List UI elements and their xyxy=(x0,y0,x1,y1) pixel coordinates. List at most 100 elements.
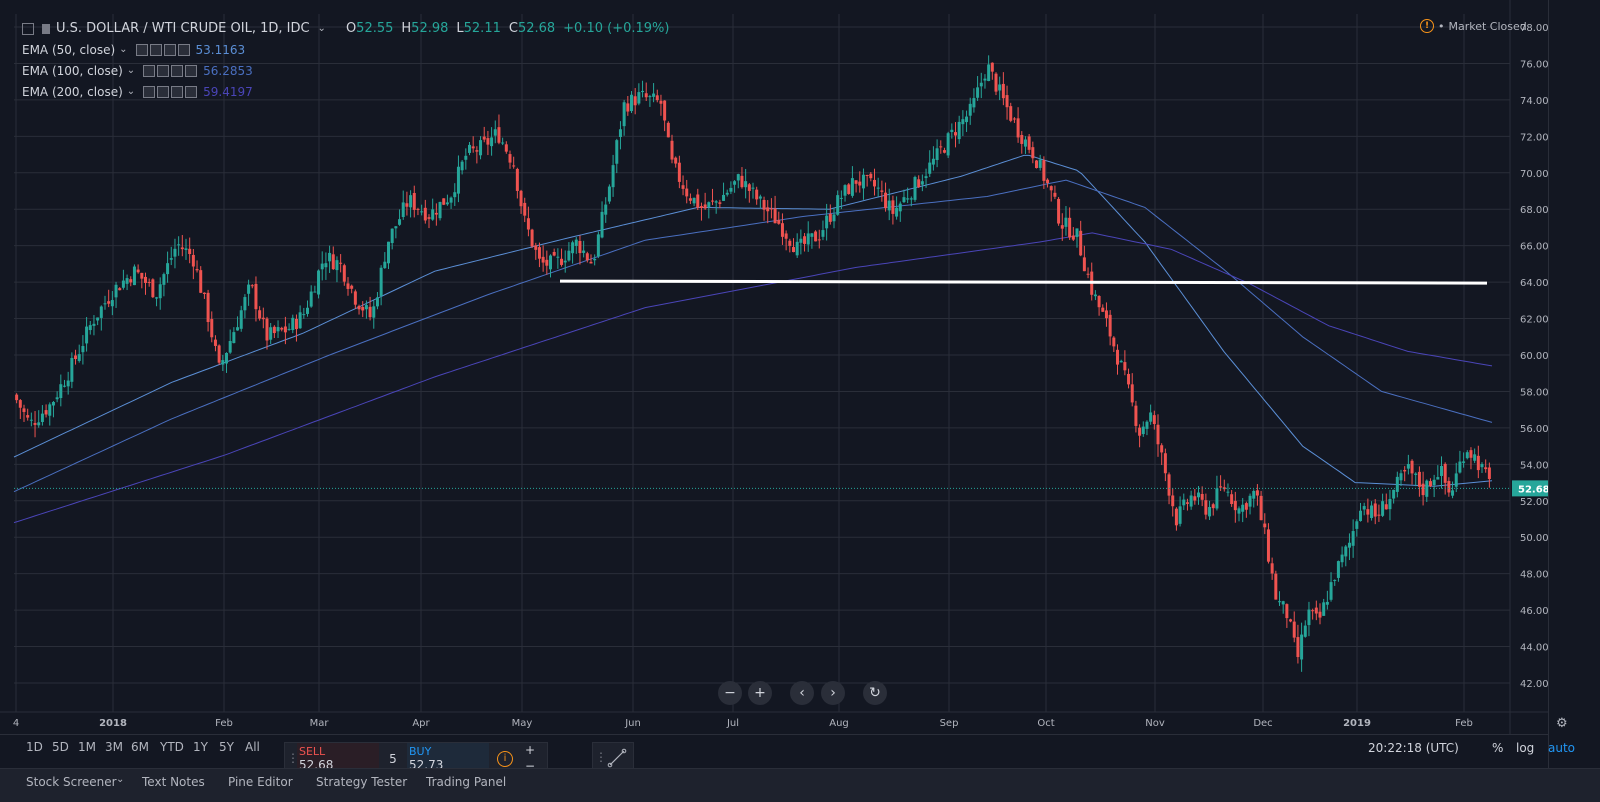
tab-strategy-tester[interactable]: Strategy Tester xyxy=(316,775,408,789)
tab-trading-panel[interactable]: Trading Panel xyxy=(426,775,507,789)
candle-body xyxy=(103,303,107,305)
ohlc-high: 52.98 xyxy=(411,21,449,36)
more-icon[interactable] xyxy=(171,64,184,77)
close-icon[interactable] xyxy=(177,43,190,56)
candle-body xyxy=(1163,453,1167,474)
timeframe-5d[interactable]: 5D xyxy=(52,740,69,754)
candle-body xyxy=(188,248,192,255)
candle-body xyxy=(766,207,770,212)
candle-body xyxy=(1436,477,1440,480)
visibility-icon[interactable] xyxy=(135,43,148,56)
candle-body xyxy=(1104,310,1108,319)
minus-icon[interactable]: − xyxy=(525,759,536,773)
candle-body xyxy=(1278,601,1282,603)
candle-body xyxy=(629,94,633,112)
symbol-row[interactable]: U.S. DOLLAR / WTI CRUDE OIL, 1D, IDC ⌄ O… xyxy=(22,18,669,39)
symbol-title[interactable]: U.S. DOLLAR / WTI CRUDE OIL, 1D, IDC xyxy=(56,21,310,36)
timeframe-1y[interactable]: 1Y xyxy=(193,740,208,754)
candle-body xyxy=(1097,296,1101,308)
tab-text-notes[interactable]: Text Notes xyxy=(142,775,205,789)
log-toggle[interactable]: log xyxy=(1516,741,1535,755)
info-icon[interactable]: i xyxy=(497,751,513,767)
timeframe-all[interactable]: All xyxy=(245,740,260,754)
candle-body xyxy=(1237,508,1241,514)
percent-toggle[interactable]: % xyxy=(1492,741,1504,755)
close-icon[interactable] xyxy=(185,64,198,77)
candle-body xyxy=(1377,514,1381,516)
drag-handle-icon[interactable]: ⋮ xyxy=(287,751,299,765)
timeframe-ytd[interactable]: YTD xyxy=(160,740,184,754)
candle-body xyxy=(1366,509,1370,515)
more-icon[interactable] xyxy=(171,85,184,98)
candle-body xyxy=(560,258,564,265)
indicator-label[interactable]: EMA (100, close) xyxy=(22,63,123,78)
candle-body xyxy=(1071,235,1075,240)
visibility-icon[interactable] xyxy=(143,64,156,77)
settings-icon[interactable] xyxy=(157,85,170,98)
timeframe-1d[interactable]: 1D xyxy=(26,740,43,754)
settings-gear-icon[interactable]: ⚙ xyxy=(1556,716,1568,731)
chevron-down-icon[interactable]: ⌄ xyxy=(119,44,128,55)
settings-icon[interactable] xyxy=(149,43,162,56)
clock[interactable]: 20:22:18 (UTC) xyxy=(1368,741,1459,755)
plus-icon[interactable]: + xyxy=(525,743,536,757)
drag-handle-icon[interactable]: ⋮ xyxy=(595,750,607,764)
auto-toggle[interactable]: auto xyxy=(1548,741,1576,755)
timeframe-5y[interactable]: 5Y xyxy=(219,740,234,754)
tab-pine-editor[interactable]: Pine Editor xyxy=(228,775,293,789)
price-chart[interactable]: 42.00 44.00 46.00 48.00 50.00 52.00 54.00 56.00… xyxy=(0,0,1548,734)
indicator-label[interactable]: EMA (200, close) xyxy=(22,84,123,99)
quantity-field[interactable]: 5 xyxy=(389,752,397,766)
close-icon[interactable] xyxy=(185,85,198,98)
candle-body xyxy=(379,267,383,296)
chevron-down-icon[interactable]: ⌄ xyxy=(126,65,136,76)
candle-body xyxy=(567,250,571,261)
indicator-label[interactable]: EMA (50, close) xyxy=(22,42,116,57)
timeframe-1m[interactable]: 1M xyxy=(78,740,96,754)
x-tick-label: Feb xyxy=(1455,718,1473,729)
dot-icon: • xyxy=(1438,19,1445,33)
reset-chart-button[interactable]: ↻ xyxy=(863,681,887,705)
trend-line-icon[interactable] xyxy=(607,748,627,768)
candle-body xyxy=(169,258,173,260)
tab-stock-screener[interactable]: Stock Screener xyxy=(26,775,117,789)
chevron-down-icon[interactable]: ⌄ xyxy=(116,774,125,785)
more-icon[interactable] xyxy=(163,43,176,56)
candle-body xyxy=(479,140,483,156)
scroll-left-button[interactable]: ‹ xyxy=(790,681,814,705)
candle-body xyxy=(33,423,37,425)
timeframe-3m[interactable]: 3M xyxy=(105,740,123,754)
candle-body xyxy=(361,306,365,311)
candle-body xyxy=(386,241,390,264)
market-status[interactable]: ! • Market Closed xyxy=(1420,19,1527,33)
visibility-icon[interactable] xyxy=(143,85,156,98)
candle-body xyxy=(1263,523,1267,528)
chevron-down-icon[interactable]: ⌄ xyxy=(317,23,326,34)
chevron-down-icon[interactable]: ⌄ xyxy=(126,86,136,97)
candle-body xyxy=(1119,360,1123,363)
candle-body xyxy=(1322,602,1326,616)
candle-body xyxy=(861,174,865,189)
zoom-out-button[interactable]: − xyxy=(718,681,742,705)
scroll-right-button[interactable]: › xyxy=(821,681,845,705)
indicator-ema-200[interactable]: EMA (200, close) ⌄ 59.4197 xyxy=(22,81,669,102)
candle-body xyxy=(191,254,195,267)
candle-body xyxy=(265,318,269,341)
candle-body xyxy=(762,199,766,210)
candle-body xyxy=(913,177,917,200)
candle-body xyxy=(350,285,354,289)
timeframe-6m[interactable]: 6M xyxy=(131,740,149,754)
zoom-in-button[interactable]: + xyxy=(748,681,772,705)
settings-icon[interactable] xyxy=(157,64,170,77)
candle-body xyxy=(703,204,707,209)
candle-body xyxy=(438,201,442,219)
indicator-ema-50[interactable]: EMA (50, close) ⌄ 53.1163 xyxy=(22,39,669,60)
x-tick-label: Oct xyxy=(1037,718,1054,729)
collapse-icon[interactable] xyxy=(22,22,34,35)
x-tick-label: Nov xyxy=(1145,718,1165,729)
candle-body xyxy=(254,283,258,310)
candle-body xyxy=(895,207,899,217)
candle-body xyxy=(957,121,961,140)
indicator-ema-100[interactable]: EMA (100, close) ⌄ 56.2853 xyxy=(22,60,669,81)
